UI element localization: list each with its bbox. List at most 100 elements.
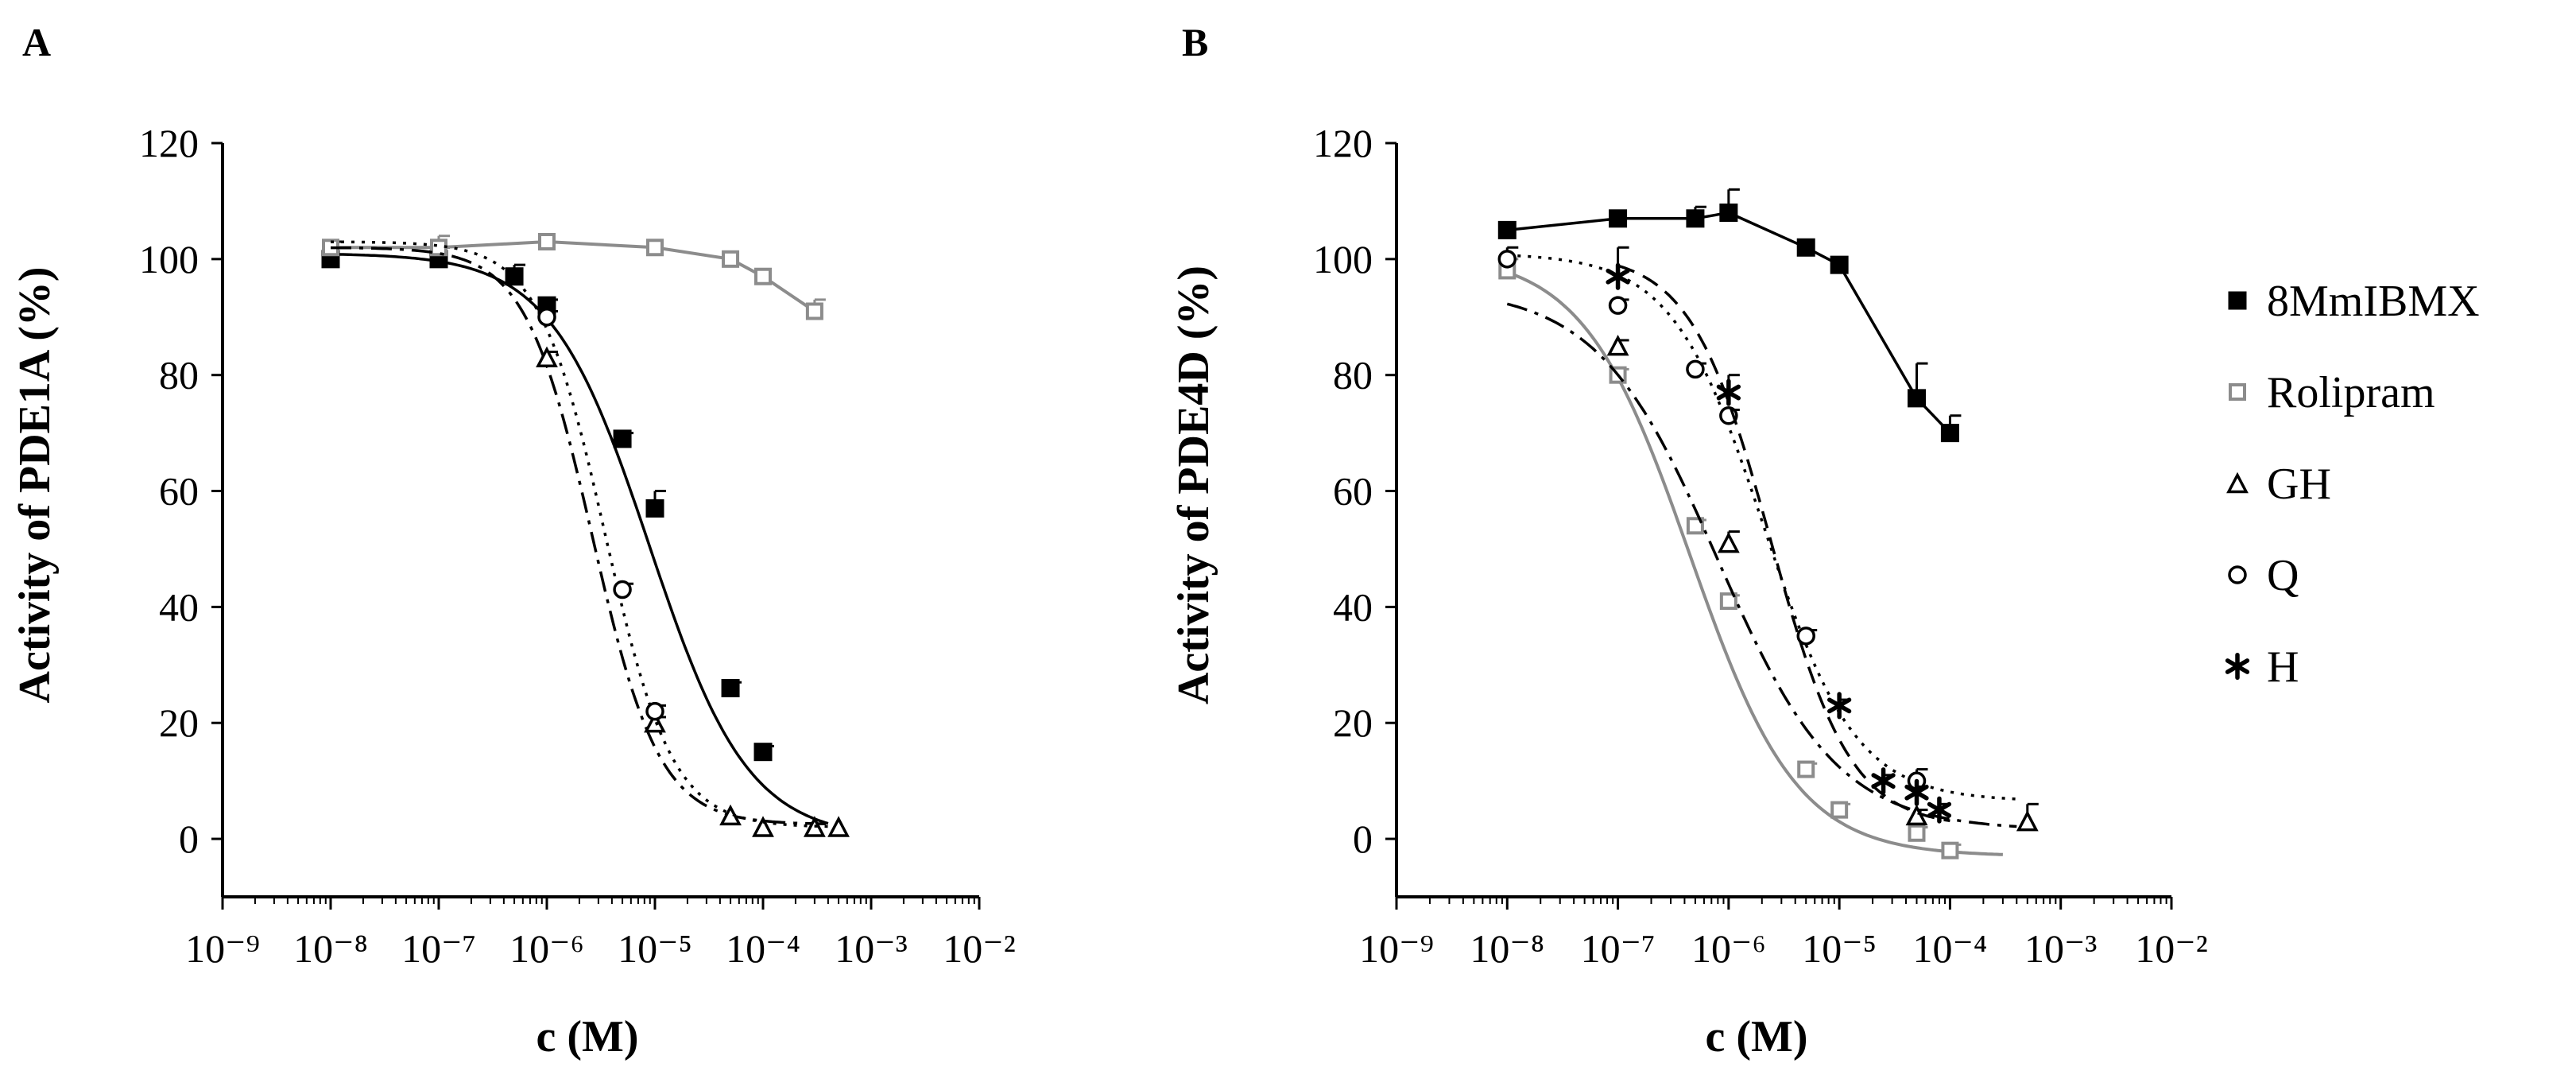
legend-label: Q bbox=[2267, 551, 2299, 600]
y-tick-label: 40 bbox=[159, 584, 199, 629]
series-q bbox=[331, 240, 828, 828]
y-tick-label: 120 bbox=[139, 121, 199, 165]
data-point bbox=[645, 701, 664, 721]
y-tick-label: 40 bbox=[1333, 584, 1373, 629]
legend-marker bbox=[2228, 291, 2247, 310]
data-point bbox=[536, 346, 558, 368]
data-point bbox=[537, 308, 556, 327]
data-point bbox=[1719, 592, 1737, 611]
data-point bbox=[1716, 378, 1741, 406]
data-point bbox=[752, 816, 774, 837]
x-tick-label: 10⁻⁸ bbox=[1470, 926, 1544, 971]
series-rolipram bbox=[322, 232, 826, 320]
legend-item-8mmibmx: 8MmIBMX bbox=[2228, 277, 2480, 326]
panel-b-y-title: Activity of PDE4D (%) bbox=[1169, 266, 1218, 704]
x-tick-label: 10⁻⁹ bbox=[185, 926, 260, 971]
x-tick-label: 10⁻⁶ bbox=[509, 926, 584, 971]
x-tick-label: 10⁻⁸ bbox=[293, 926, 368, 971]
data-point bbox=[1796, 238, 1815, 257]
data-point bbox=[1606, 262, 1630, 290]
series-q bbox=[1497, 246, 2017, 801]
data-point bbox=[1927, 796, 1952, 824]
data-point bbox=[430, 239, 447, 257]
legend: 8MmIBMX Rolipram GH QH bbox=[2225, 277, 2480, 692]
legend-label: 8MmIBMX bbox=[2267, 277, 2480, 326]
x-tick-label: 10⁻⁵ bbox=[618, 926, 692, 971]
data-point bbox=[538, 232, 556, 250]
series-line bbox=[331, 240, 828, 828]
legend-marker bbox=[2226, 471, 2249, 494]
data-point bbox=[1686, 359, 1705, 379]
series-line bbox=[1506, 302, 2017, 828]
series-line bbox=[330, 252, 829, 825]
data-point bbox=[1907, 389, 1926, 408]
x-tick-label: 10⁻⁵ bbox=[1802, 926, 1877, 971]
y-tick-label: 100 bbox=[139, 237, 199, 281]
data-point bbox=[1608, 296, 1628, 315]
legend-label: Rolipram bbox=[2267, 368, 2435, 417]
series-8mmibmx bbox=[1497, 188, 1962, 443]
data-point bbox=[1905, 804, 1928, 826]
series-gh bbox=[331, 246, 850, 837]
y-tick-label: 80 bbox=[159, 353, 199, 398]
y-tick-label: 20 bbox=[1333, 700, 1373, 745]
data-point bbox=[754, 267, 772, 285]
x-tick-label: 10⁻⁴ bbox=[726, 926, 800, 971]
data-point bbox=[1717, 531, 1740, 553]
x-tick-label: 10⁻² bbox=[943, 926, 1015, 971]
panel-a: A 0 20 40 60 80 100 120 10⁻⁹ 10⁻⁸ 10⁻⁷ 10⁻⁶ 10⁻⁵ 10⁻… bbox=[10, 20, 1016, 1061]
data-point bbox=[646, 239, 664, 257]
panel-a-x-title: c (M) bbox=[536, 1012, 638, 1061]
data-point bbox=[1497, 220, 1517, 239]
series-line bbox=[331, 239, 816, 313]
data-point bbox=[1871, 767, 1896, 795]
panel-b-letter: B bbox=[1182, 20, 1208, 64]
legend-item-gh: GH bbox=[2226, 460, 2331, 509]
legend-item-h: H bbox=[2225, 642, 2299, 692]
y-tick-label: 100 bbox=[1313, 237, 1373, 281]
series-line bbox=[1507, 254, 2017, 801]
legend-marker bbox=[2225, 652, 2250, 681]
data-point bbox=[1686, 209, 1705, 228]
data-point bbox=[505, 267, 524, 286]
series-8mmibmx bbox=[321, 240, 829, 825]
data-point bbox=[1904, 778, 1929, 806]
legend-item-rolipram: Rolipram bbox=[2229, 368, 2435, 417]
x-tick-label: 10⁻² bbox=[2135, 926, 2207, 971]
data-point bbox=[613, 580, 632, 599]
y-tick-label: 80 bbox=[1333, 353, 1373, 398]
series-h bbox=[1606, 246, 1952, 824]
data-point bbox=[2016, 809, 2039, 832]
panel-a-y-title: Activity of PDE1A (%) bbox=[10, 266, 60, 703]
data-point bbox=[721, 678, 740, 697]
legend-label: H bbox=[2267, 642, 2299, 692]
series-line bbox=[331, 246, 828, 825]
data-point bbox=[613, 429, 632, 448]
data-point bbox=[753, 743, 773, 762]
data-point bbox=[1797, 760, 1815, 778]
data-point bbox=[1686, 517, 1704, 535]
y-tick-label: 120 bbox=[1313, 121, 1373, 165]
x-tick-label: 10⁻⁴ bbox=[1913, 926, 1988, 971]
data-point bbox=[644, 712, 666, 733]
data-point bbox=[722, 250, 740, 268]
series-line bbox=[1617, 264, 1950, 823]
data-point bbox=[1606, 335, 1629, 356]
data-point bbox=[805, 302, 823, 320]
x-tick-label: 10⁻⁶ bbox=[1691, 926, 1766, 971]
x-tick-label: 10⁻⁷ bbox=[401, 926, 476, 971]
legend-label: GH bbox=[2267, 460, 2331, 509]
series-line bbox=[1507, 211, 1951, 434]
data-point bbox=[1497, 250, 1517, 269]
data-point bbox=[1827, 692, 1852, 720]
y-tick-label: 60 bbox=[1333, 469, 1373, 514]
data-point bbox=[1609, 209, 1628, 228]
data-point bbox=[1719, 204, 1738, 223]
y-tick-label: 0 bbox=[179, 817, 199, 861]
panel-a-letter: A bbox=[22, 20, 51, 64]
legend-marker bbox=[2229, 383, 2246, 401]
data-point bbox=[1908, 824, 1926, 842]
series-line bbox=[1506, 270, 2003, 856]
x-tick-label: 10⁻⁷ bbox=[1581, 926, 1656, 971]
